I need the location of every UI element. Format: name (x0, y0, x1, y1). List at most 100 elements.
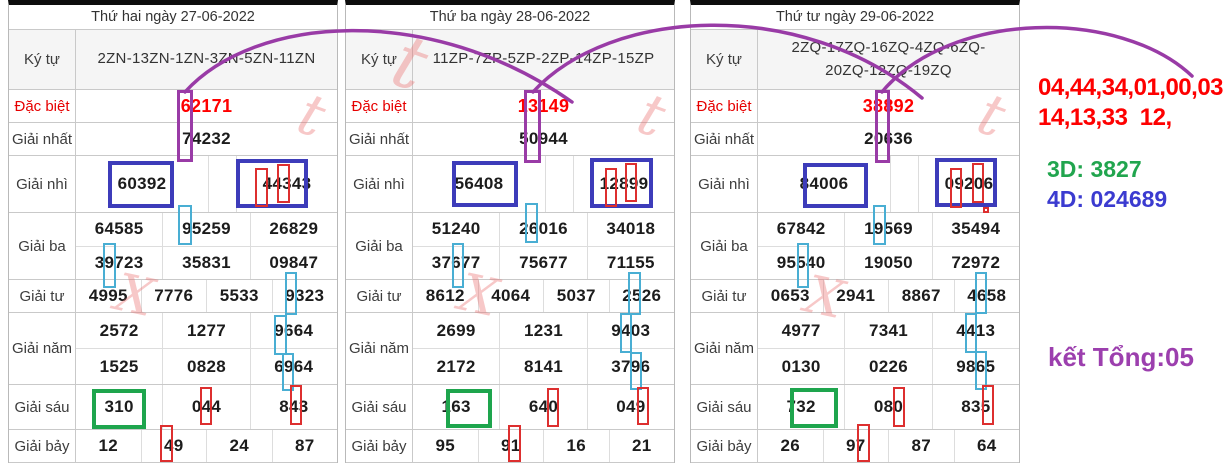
prize-row: Giải bảy 95 91 16 21 (346, 430, 674, 463)
prize-row: Giải ba 51240 26016 34018 37677 75677 71155 (346, 213, 674, 280)
prize-row: Giải năm 4977 7341 4413 0130 0226 9865 (691, 313, 1019, 385)
giai-sau-value: 843 (249, 385, 337, 429)
empty-cell (890, 156, 918, 212)
row-label: Giải năm (346, 313, 413, 384)
date-header: Thứ ba ngày 28-06-2022 (346, 5, 674, 30)
empty-cell (208, 156, 236, 212)
giai-bay-value: 95 (435, 436, 455, 455)
giai-tu-value: 4995 (88, 286, 128, 305)
giai-nam-value: 2172 (436, 356, 476, 376)
giai-tu-value: 7776 (140, 280, 207, 312)
prize-row: Đặc biệt 38892 (691, 90, 1019, 123)
row-label: Đặc biệt (9, 90, 76, 122)
annotation-red-numbers-line2: 14,13,33 12, (1038, 104, 1172, 131)
prize-row: Ký tự 2ZQ-17ZQ-16ZQ-4ZQ-6ZQ-20ZQ-12ZQ-19Z… (691, 30, 1019, 90)
prize-row: Giải nhất 74232 (9, 123, 337, 156)
giai-sau-value: 049 (586, 385, 674, 429)
giai-ba-value: 64585 (94, 219, 144, 239)
giai-nam-value: 8141 (499, 349, 586, 384)
giai-nhi-value: 12899 (573, 156, 674, 212)
giai-nam-value: 3796 (586, 349, 674, 384)
prize-row: Giải nhất 20636 (691, 123, 1019, 156)
giai-nam-value: 7341 (844, 313, 931, 348)
giai-nam-value: 6964 (249, 349, 337, 384)
prize-row: Giải năm 2572 1277 9664 1525 0828 6964 (9, 313, 337, 385)
giai-ba-value: 51240 (431, 219, 481, 239)
giai-bay-value: 97 (822, 430, 889, 462)
giai-bay-value: 26 (780, 436, 800, 455)
giai-tu-value: 2941 (822, 280, 889, 312)
giai-nhi-value: 60392 (117, 174, 167, 193)
giai-nhat-value: 50944 (519, 129, 568, 148)
row-label: Giải nhất (9, 123, 76, 155)
row-label: Giải ba (691, 213, 758, 279)
row-label: Giải bảy (346, 430, 413, 462)
giai-nam-value: 0226 (844, 349, 931, 384)
row-label: Giải nhất (346, 123, 413, 155)
row-label: Giải ba (346, 213, 413, 279)
row-label: Giải nhì (691, 156, 758, 212)
prize-row: Giải sáu 163 640 049 (346, 385, 674, 430)
giai-tu-value: 8612 (425, 286, 465, 305)
row-label: Giải năm (691, 313, 758, 384)
row-label: Đặc biệt (346, 90, 413, 122)
row-label: Giải bảy (9, 430, 76, 462)
giai-nam-value: 4413 (931, 313, 1019, 348)
giai-nam-value: 9865 (931, 349, 1019, 384)
giai-ba-value: 39723 (94, 252, 144, 272)
giai-sau-value: 732 (786, 397, 816, 416)
giai-ba-value: 35831 (162, 246, 249, 279)
giai-tu-value: 4064 (477, 280, 544, 312)
giai-nhi-value: 44343 (236, 156, 337, 212)
row-label: Giải sáu (346, 385, 413, 429)
giai-ba-value: 26016 (499, 213, 586, 246)
giai-sau-value: 835 (931, 385, 1019, 429)
giai-nam-value: 1525 (99, 356, 139, 376)
giai-bay-value: 87 (271, 430, 338, 462)
giai-sau-value: 080 (844, 385, 931, 429)
row-label: Giải nhất (691, 123, 758, 155)
giai-nhi-value: 09206 (918, 156, 1019, 212)
giai-bay-value: 87 (888, 430, 954, 462)
giai-nam-value: 2699 (436, 320, 476, 340)
giai-nam-value: 0130 (781, 356, 821, 376)
ky-tu-value: 2ZN-13ZN-1ZN-3ZN-5ZN-11ZN (97, 50, 316, 68)
prize-row: Giải nhì 60392 44343 (9, 156, 337, 213)
prize-row: Giải năm 2699 1231 9403 2172 8141 3796 (346, 313, 674, 385)
giai-bay-value: 16 (543, 430, 609, 462)
row-label: Giải sáu (691, 385, 758, 429)
giai-nhat-value: 20636 (864, 129, 913, 148)
date-header: Thứ hai ngày 27-06-2022 (9, 5, 337, 30)
row-label: Giải bảy (691, 430, 758, 462)
giai-nam-value: 1277 (162, 313, 249, 348)
giai-nam-value: 4977 (781, 320, 821, 340)
row-label: Ký tự (346, 30, 413, 89)
giai-ba-value: 19050 (844, 246, 931, 279)
ky-tu-value: 2ZQ-17ZQ-16ZQ-4ZQ-6ZQ-20ZQ-12ZQ-19ZQ (791, 39, 986, 79)
row-label: Giải nhì (9, 156, 76, 212)
giai-bay-value: 21 (608, 430, 675, 462)
row-label: Giải sáu (9, 385, 76, 429)
prize-row: Giải tư 8612 4064 5037 2526 (346, 280, 674, 313)
dac-biet-value: 38892 (862, 95, 915, 116)
row-label: Giải tư (346, 280, 413, 312)
row-label: Ký tự (9, 30, 76, 89)
giai-sau-value: 310 (104, 397, 134, 416)
results-table: Thứ tư ngày 29-06-2022 Ký tự 2ZQ-17ZQ-16ZQ… (690, 0, 1020, 463)
annotation-3d: 3D: 3827 (1047, 156, 1142, 182)
row-label: Giải nhì (346, 156, 413, 212)
giai-ba-value: 95259 (162, 213, 249, 246)
giai-ba-value: 35494 (931, 213, 1019, 246)
giai-nhi-value: 84006 (799, 174, 849, 193)
giai-ba-value: 71155 (586, 246, 674, 279)
prize-row: Giải nhì 84006 09206 (691, 156, 1019, 213)
prize-row: Giải nhì 56408 12899 (346, 156, 674, 213)
giai-sau-value: 640 (499, 385, 586, 429)
annotation-ket-tong: kết Tổng:05 (1048, 342, 1194, 372)
giai-ba-value: 19569 (844, 213, 931, 246)
date-header: Thứ tư ngày 29-06-2022 (691, 5, 1019, 30)
row-label: Đặc biệt (691, 90, 758, 122)
prize-row: Ký tự 11ZP-7ZP-5ZP-2ZP-14ZP-15ZP (346, 30, 674, 90)
giai-tu-value: 0653 (770, 286, 810, 305)
